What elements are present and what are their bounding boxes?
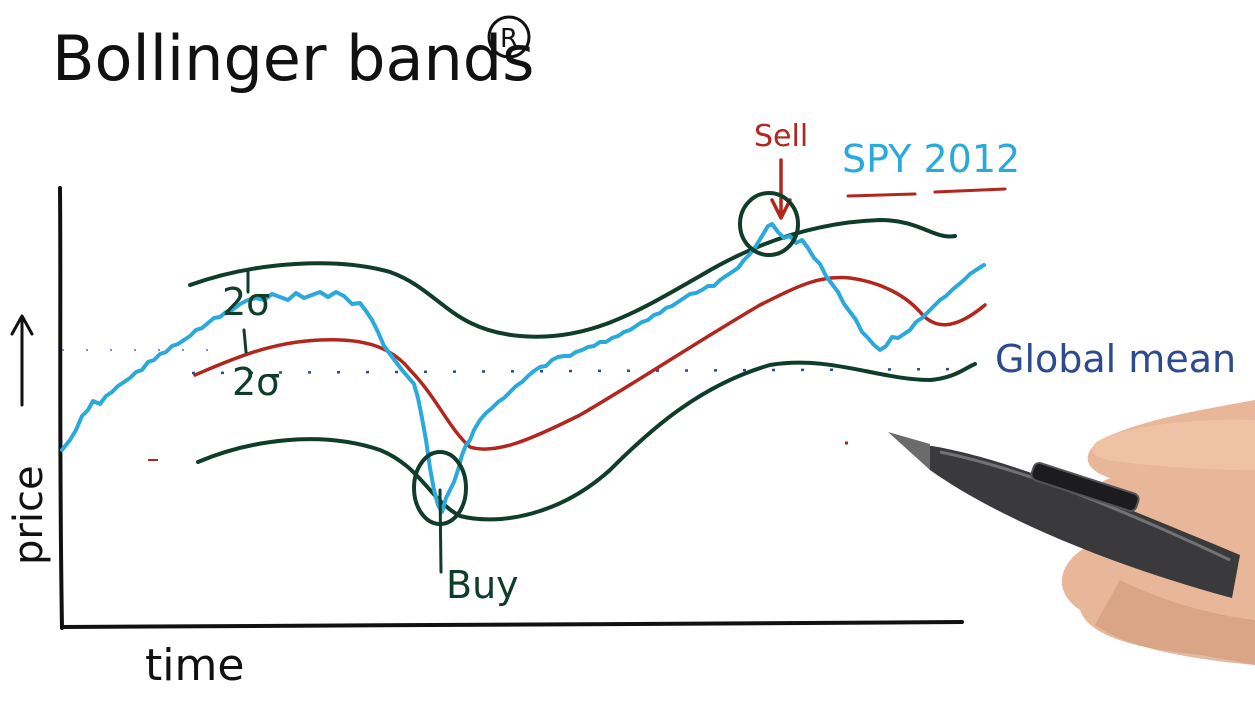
- registered-mark-letter: R: [500, 24, 518, 54]
- registered-mark-circle: [487, 15, 531, 59]
- hand-with-stylus: [888, 400, 1255, 665]
- buy-pointer: [438, 488, 443, 574]
- y-axis: [58, 186, 64, 630]
- global-mean-label: Global mean: [995, 337, 1236, 381]
- price-line: [60, 222, 986, 514]
- rolling-mean-line: [193, 275, 987, 451]
- upper-band-line: [188, 217, 957, 339]
- hand-shadow: [1095, 580, 1255, 665]
- x-axis-label: time: [145, 640, 244, 691]
- stylus-button: [1030, 462, 1140, 512]
- series-underline-2: [933, 187, 1007, 194]
- x-axis: [60, 620, 964, 629]
- upper-band-sigma-label: 2σ: [222, 280, 270, 324]
- stylus-body: [925, 445, 1240, 598]
- y-axis-label: price: [6, 465, 52, 565]
- buy-label: Buy: [446, 563, 519, 607]
- series-label: SPY 2012: [842, 137, 1020, 181]
- diagram-title: Bollinger bands: [52, 22, 534, 95]
- middle-band-tick: [242, 328, 248, 354]
- lower-band-line: [196, 360, 977, 522]
- stylus-tip: [888, 432, 930, 470]
- y-axis-arrow: [10, 314, 34, 407]
- thumb: [1092, 419, 1255, 470]
- sell-arrow: [770, 158, 792, 220]
- series-underline-1: [846, 192, 917, 198]
- sell-label: Sell: [754, 119, 808, 154]
- lower-band-sigma-label: 2σ: [232, 360, 280, 404]
- sell-circle: [738, 191, 800, 257]
